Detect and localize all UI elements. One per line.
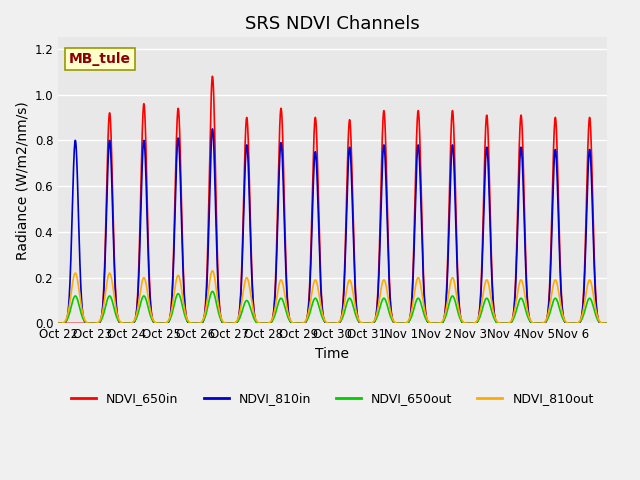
- NDVI_810out: [54, 321, 62, 326]
- NDVI_810out: [451, 284, 459, 289]
- NDVI_650in: [519, 153, 527, 158]
- NDVI_650in: [403, 320, 411, 326]
- NDVI_810out: [603, 321, 611, 326]
- Text: MB_tule: MB_tule: [69, 52, 131, 66]
- NDVI_810in: [403, 320, 411, 326]
- NDVI_810out: [209, 268, 216, 274]
- Line: NDVI_650in: NDVI_650in: [58, 76, 607, 324]
- NDVI_810in: [166, 312, 174, 318]
- NDVI_810in: [486, 224, 494, 230]
- Line: NDVI_810in: NDVI_810in: [58, 129, 607, 324]
- NDVI_650out: [54, 321, 62, 326]
- NDVI_650out: [209, 288, 216, 294]
- NDVI_650in: [597, 320, 605, 326]
- NDVI_650in: [54, 321, 62, 326]
- NDVI_810out: [519, 282, 527, 288]
- NDVI_810out: [403, 320, 411, 325]
- NDVI_810out: [486, 289, 494, 295]
- NDVI_650in: [603, 321, 611, 326]
- NDVI_810in: [54, 321, 62, 326]
- NDVI_650out: [597, 320, 605, 325]
- NDVI_650in: [209, 73, 216, 79]
- Title: SRS NDVI Channels: SRS NDVI Channels: [245, 15, 420, 33]
- NDVI_810out: [166, 312, 174, 318]
- Line: NDVI_650out: NDVI_650out: [58, 291, 607, 324]
- NDVI_810in: [209, 126, 216, 132]
- NDVI_650out: [166, 315, 174, 321]
- Line: NDVI_810out: NDVI_810out: [58, 271, 607, 324]
- NDVI_810in: [519, 179, 527, 184]
- Legend: NDVI_650in, NDVI_810in, NDVI_650out, NDVI_810out: NDVI_650in, NDVI_810in, NDVI_650out, NDV…: [66, 387, 598, 410]
- NDVI_650in: [486, 207, 494, 213]
- NDVI_650out: [603, 321, 611, 326]
- NDVI_650out: [486, 302, 494, 308]
- NDVI_650out: [519, 298, 527, 304]
- NDVI_810in: [603, 321, 611, 326]
- NDVI_810in: [451, 199, 459, 204]
- NDVI_810out: [597, 319, 605, 325]
- NDVI_650out: [451, 299, 459, 304]
- Y-axis label: Radiance (W/m2/nm/s): Radiance (W/m2/nm/s): [15, 101, 29, 260]
- NDVI_650in: [451, 175, 459, 181]
- X-axis label: Time: Time: [316, 347, 349, 361]
- NDVI_810in: [597, 320, 605, 326]
- NDVI_650in: [166, 311, 174, 317]
- NDVI_650out: [403, 320, 411, 326]
